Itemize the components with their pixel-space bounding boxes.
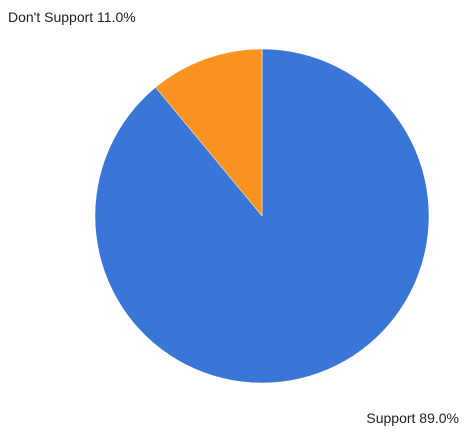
pie-slice-don-t-support: [155, 48, 263, 217]
slice-label-dont-support: Don't Support 11.0%: [8, 9, 136, 25]
pie-slices: [94, 48, 430, 384]
slice-label-support: Support 89.0%: [366, 410, 459, 426]
